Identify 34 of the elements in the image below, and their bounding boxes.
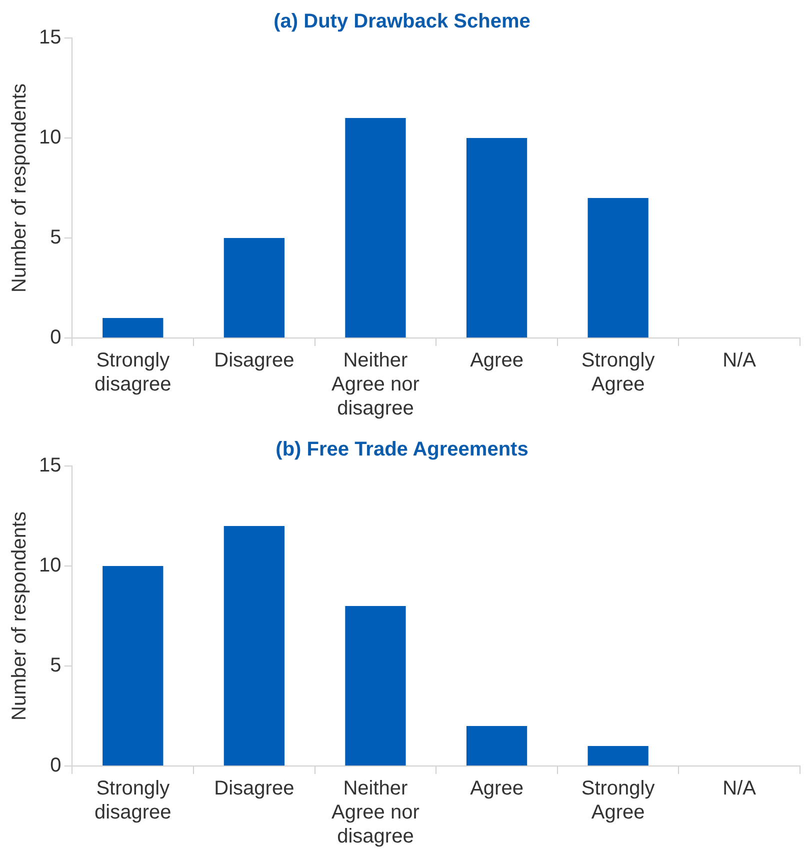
x-tick-label: N/A [722,350,757,372]
x-tick-label: Strongly Agree [581,350,655,396]
bar [466,726,528,766]
x-tick-label: Neither Agree nor disagree [332,778,420,848]
x-tick-label: Strongly disagree [94,350,172,396]
y-tick-label: 0 [50,754,62,777]
bar [588,746,648,766]
x-tick-label: Disagree [214,350,294,372]
y-tick-label: 15 [38,26,62,49]
bar [102,566,164,766]
bar [588,198,648,338]
y-axis-title: Number of respondents [8,83,31,293]
x-tick-label: Agree [470,778,524,800]
y-axis-title: Number of respondents [8,511,31,721]
y-tick-label: 10 [38,554,62,577]
x-tick-label: Strongly disagree [94,778,172,824]
x-tick-label: Strongly Agree [581,778,655,824]
chart-title: (a) Duty Drawback Scheme [274,10,530,33]
bar [466,138,528,338]
bar [224,238,285,338]
x-tick-label: Disagree [214,778,294,800]
x-tick-label: Agree [470,350,524,372]
y-tick-label: 5 [50,226,62,249]
x-tick-label: Neither Agree nor disagree [332,350,420,420]
bar [345,606,406,766]
y-tick-label: 5 [50,654,62,677]
y-tick-label: 10 [38,126,62,149]
bar [102,318,164,338]
chart-title: (b) Free Trade Agreements [276,438,528,461]
bar [345,118,406,338]
y-tick-label: 15 [38,454,62,477]
y-tick-label: 0 [50,326,62,349]
x-tick-label: N/A [722,778,757,800]
bar [224,526,285,766]
